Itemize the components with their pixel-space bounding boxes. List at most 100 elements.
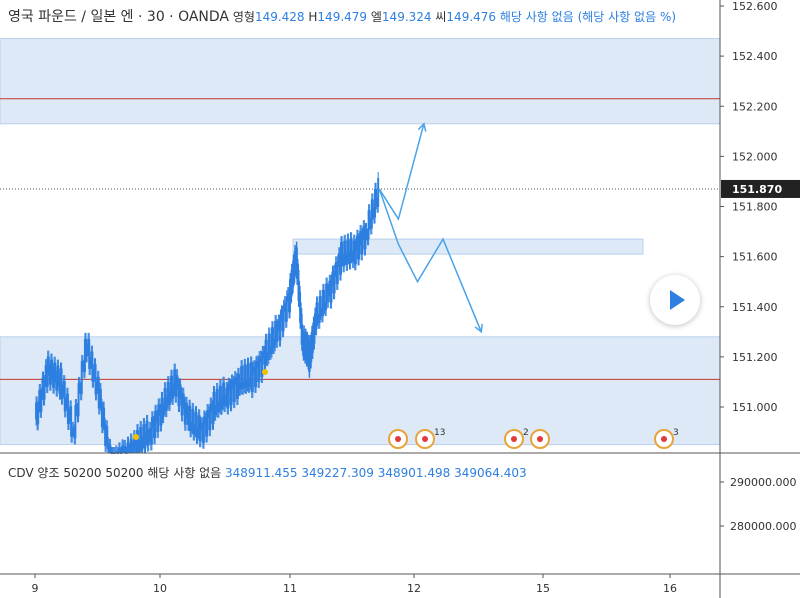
candle-body <box>317 319 320 323</box>
candle-body <box>341 242 344 261</box>
candle-body <box>131 447 134 453</box>
candle-body <box>166 381 169 403</box>
candle-body <box>39 389 42 412</box>
candle-body <box>272 327 274 348</box>
price-tick-label: 152.000 <box>732 150 778 163</box>
candle-body <box>311 329 314 353</box>
candle-body <box>185 402 188 413</box>
candle-body <box>300 314 303 345</box>
candle-body <box>206 410 209 437</box>
candle-body <box>334 262 337 271</box>
event-markers[interactable]: 13 2 3 <box>388 428 679 449</box>
candle-body <box>353 240 356 265</box>
candle-body <box>191 408 194 428</box>
candle-body <box>153 421 155 439</box>
candle-body <box>182 393 185 403</box>
candle-body <box>190 427 193 432</box>
candle-body <box>221 404 223 409</box>
candle-body <box>293 277 296 280</box>
candle-body <box>306 337 309 361</box>
price-tick-label: 151.600 <box>732 251 778 264</box>
candle-body <box>218 385 221 408</box>
candle-body <box>195 412 198 438</box>
candle-body <box>66 393 69 425</box>
candle-body <box>374 188 376 218</box>
candle-body <box>244 364 247 388</box>
candle-body <box>107 442 110 453</box>
candle-body <box>320 313 323 317</box>
candle-body <box>80 360 83 395</box>
candle-body <box>150 417 153 445</box>
candle-body <box>327 289 330 302</box>
candle-body <box>128 450 131 453</box>
candle-body <box>205 418 208 437</box>
candle-body <box>57 365 60 381</box>
candle-body <box>287 292 290 313</box>
candle-body <box>147 435 150 446</box>
candle-body <box>298 286 301 301</box>
candle-body <box>179 384 182 394</box>
candle-body <box>289 279 292 298</box>
candle-body <box>79 387 82 395</box>
candle-body <box>161 397 164 418</box>
zone-layer <box>0 38 721 446</box>
candle-body <box>296 265 299 279</box>
candle-body <box>337 253 340 262</box>
candle-body <box>282 305 285 332</box>
candle-body <box>278 320 281 341</box>
event-dot <box>661 436 667 442</box>
candle-body <box>158 404 161 410</box>
cdv-value-2: 349227.309 <box>301 466 374 480</box>
candle-body <box>197 415 200 434</box>
candle-body <box>127 442 130 451</box>
candle-body <box>259 356 262 358</box>
candle-body <box>90 351 93 363</box>
candle-body <box>207 410 210 413</box>
play-icon[interactable] <box>650 275 700 325</box>
candle-body <box>230 380 233 406</box>
candle-body <box>260 356 263 377</box>
candle-body <box>361 234 364 255</box>
candle-body <box>45 365 48 388</box>
candle-body <box>243 364 246 387</box>
cdv-value-1: 348911.455 <box>225 466 298 480</box>
candle-body <box>172 389 175 399</box>
candle-body <box>177 383 180 407</box>
symbol-legend: 영국 파운드 / 일본 엔 · 30 · OANDA 영형149.428 H14… <box>8 6 676 26</box>
candle-body <box>141 442 144 452</box>
arrow-head <box>417 122 427 132</box>
candle-body <box>129 439 132 453</box>
candle-body <box>298 286 301 292</box>
candle-body <box>223 382 226 406</box>
candle-body <box>330 280 333 303</box>
candle-body <box>174 369 177 397</box>
current-price-badge <box>721 179 800 198</box>
candle-body <box>268 333 271 355</box>
candle-body <box>332 271 335 294</box>
candle-body <box>215 388 218 411</box>
candle-body <box>137 430 140 453</box>
candle-body <box>246 363 249 386</box>
candle-body <box>214 410 217 415</box>
candle-body <box>258 357 261 382</box>
candle-body <box>344 240 347 260</box>
candle-body <box>291 286 294 289</box>
candle-body <box>236 373 239 399</box>
candle-body <box>64 403 67 412</box>
candle-body <box>211 406 214 424</box>
candle-body <box>267 333 270 359</box>
candle-body <box>184 402 187 425</box>
candle-body <box>281 311 284 332</box>
candle-body <box>269 351 272 355</box>
symbol-title: 영국 파운드 / 일본 엔 · 30 · OANDA <box>8 9 230 25</box>
candle-body <box>343 240 346 267</box>
cdv-value-3: 348901.498 <box>377 466 451 480</box>
candle-body <box>270 327 273 352</box>
candle-body <box>156 415 159 432</box>
candle-body <box>299 308 302 323</box>
candle-body <box>304 334 307 357</box>
price-tick-label: 151.800 <box>732 201 778 214</box>
candle-body <box>176 375 179 384</box>
time-tick-label: 16 <box>663 582 677 595</box>
